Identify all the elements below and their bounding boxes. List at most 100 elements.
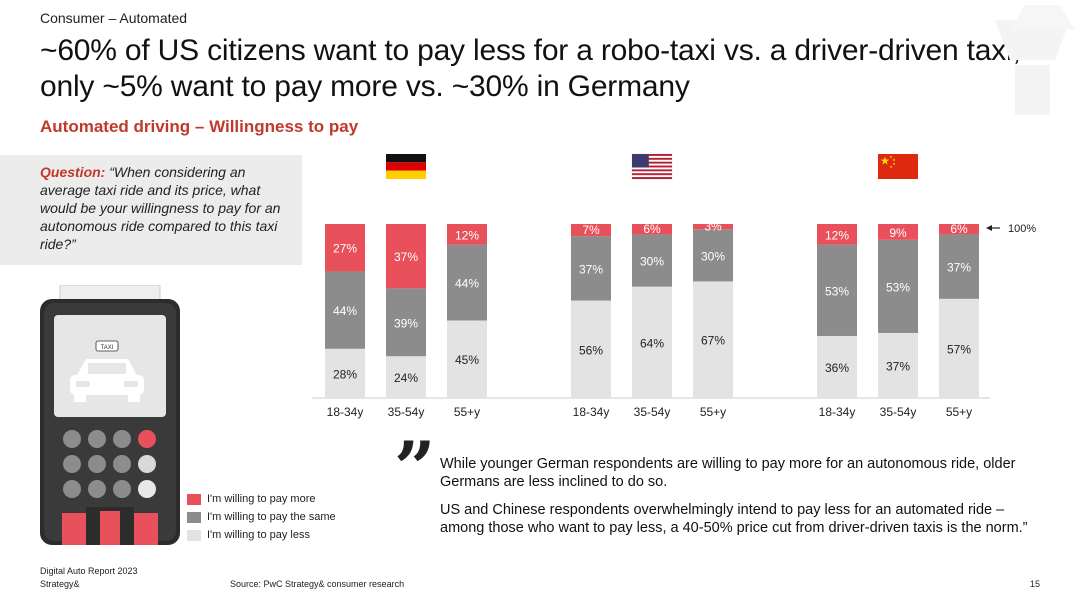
data-label-pay-more: 6% xyxy=(950,222,968,236)
data-label-pay-same: 53% xyxy=(886,280,910,294)
bar-segment-pay-more xyxy=(447,224,487,245)
quote-paragraph-1: While younger German respondents are wil… xyxy=(440,456,1016,490)
data-label-pay-more: 12% xyxy=(455,228,479,242)
usa-flag-stripe xyxy=(632,165,672,168)
bar-segment-pay-less xyxy=(878,332,918,398)
usa-flag-stripe xyxy=(632,169,672,172)
legend-swatch-same xyxy=(187,511,201,523)
data-label-pay-same: 37% xyxy=(579,262,603,276)
x-tick-label: 35-54y xyxy=(880,405,917,419)
germany-flag-stripe xyxy=(386,170,426,179)
data-label-pay-same: 39% xyxy=(394,316,418,330)
legend-label-less: I'm willing to pay less xyxy=(207,529,310,541)
china-flag-icon xyxy=(878,154,918,179)
bar-segment-pay-less xyxy=(632,286,672,398)
bar-segment-pay-same xyxy=(447,244,487,321)
hundred-percent-label: 100% xyxy=(1008,223,1036,235)
bar-segment-pay-same xyxy=(386,288,426,357)
data-label-pay-more: 27% xyxy=(333,242,357,256)
key-insight-quote: While younger German respondents are wil… xyxy=(440,455,1050,547)
bar-segment-pay-more xyxy=(878,224,918,240)
data-label-pay-more: 3% xyxy=(704,220,722,234)
legend-swatch-less xyxy=(187,529,201,541)
bar-segment-pay-same xyxy=(817,244,857,336)
chart-legend: I'm willing to pay more I'm willing to p… xyxy=(187,490,336,544)
data-label-pay-less: 64% xyxy=(640,336,664,350)
data-label-pay-same: 53% xyxy=(825,284,849,298)
data-label-pay-less: 56% xyxy=(579,343,603,357)
data-label-pay-more: 37% xyxy=(394,250,418,264)
bar-segment-pay-more xyxy=(939,224,979,235)
bar-segment-pay-same xyxy=(878,239,918,333)
bar-segment-pay-less xyxy=(939,298,979,398)
question-text: “When considering an average taxi ride a… xyxy=(40,164,281,252)
usa-flag-stripe xyxy=(632,154,672,156)
willingness-to-pay-chart: 28% 44% 27% 18-34y 24% 39% 37% 35-54y 45% 44% 12% 5… xyxy=(312,153,1036,419)
bar-segment-pay-same xyxy=(939,234,979,299)
germany-flag-stripe xyxy=(386,162,426,171)
x-tick-label: 18-34y xyxy=(573,405,610,419)
usa-flag-stripe xyxy=(632,177,672,179)
watermark-logo-icon xyxy=(995,5,1075,115)
category-label: Consumer – Automated xyxy=(40,10,188,26)
quote-mark-icon: ” xyxy=(394,425,435,510)
data-label-pay-less: 36% xyxy=(825,361,849,375)
x-tick-label: 55+y xyxy=(700,405,726,419)
question-box: Question: “When considering an average t… xyxy=(0,155,302,265)
bar-segment-pay-more xyxy=(386,224,426,289)
bar-segment-pay-same xyxy=(693,229,733,282)
bar-segment-pay-less xyxy=(817,335,857,398)
bar-segment-pay-more xyxy=(693,224,733,230)
data-label-pay-less: 57% xyxy=(947,342,971,356)
page-title: ~60% of US citizens want to pay less for… xyxy=(40,34,1021,103)
bar-segment-pay-less xyxy=(386,356,426,398)
bar-segment-pay-more xyxy=(571,224,611,237)
usa-flag-stripe xyxy=(632,161,672,164)
china-flag-star xyxy=(889,165,893,169)
usa-flag-stripe xyxy=(632,173,672,176)
usa-flag-stripe xyxy=(632,157,672,160)
question-label: Question: xyxy=(40,164,106,180)
bar-segment-pay-more xyxy=(817,224,857,245)
legend-label-same: I'm willing to pay the same xyxy=(207,511,336,523)
china-flag-star xyxy=(892,158,896,162)
legend-item-less: I'm willing to pay less xyxy=(187,526,336,544)
data-label-pay-more: 7% xyxy=(582,223,600,237)
data-label-pay-less: 24% xyxy=(394,371,418,385)
data-label-pay-less: 37% xyxy=(886,359,910,373)
china-flag-star xyxy=(889,155,893,159)
bar-segment-pay-same xyxy=(632,234,672,287)
hundred-percent-arrowhead-icon xyxy=(986,225,992,231)
bar-segment-pay-same xyxy=(571,236,611,301)
chart-subtitle: Automated driving – Willingness to pay xyxy=(40,117,359,136)
china-flag-star xyxy=(892,162,896,166)
bar-segment-pay-more xyxy=(632,224,672,235)
bar-segment-pay-less xyxy=(447,320,487,398)
quote-paragraph-2: US and Chinese respondents overwhelmingl… xyxy=(440,502,1028,536)
data-label-pay-same: 37% xyxy=(947,261,971,275)
keypad-icon xyxy=(63,430,156,498)
germany-flag-icon xyxy=(386,154,426,163)
data-label-pay-less: 67% xyxy=(701,334,725,348)
usa-flag-canton xyxy=(632,154,649,168)
footer-source: Source: PwC Strategy& consumer research xyxy=(230,579,405,589)
legend-item-same: I'm willing to pay the same xyxy=(187,508,336,526)
bar-segment-pay-less xyxy=(571,300,611,398)
footer-report-name: Digital Auto Report 2023 xyxy=(40,566,138,576)
china-flag-star xyxy=(880,156,890,165)
data-label-pay-more: 12% xyxy=(825,228,849,242)
x-tick-label: 18-34y xyxy=(819,405,856,419)
x-tick-label: 35-54y xyxy=(388,405,425,419)
taxi-sign-text: TAXI xyxy=(101,345,114,351)
x-tick-label: 18-34y xyxy=(327,405,364,419)
bar-segment-pay-more xyxy=(325,224,365,272)
bar-segment-pay-less xyxy=(693,281,733,398)
x-tick-label: 55+y xyxy=(454,405,480,419)
page-number: 15 xyxy=(1030,579,1041,589)
x-tick-label: 55+y xyxy=(946,405,972,419)
data-label-pay-more: 6% xyxy=(643,222,661,236)
data-label-pay-same: 30% xyxy=(640,255,664,269)
x-tick-label: 35-54y xyxy=(634,405,671,419)
data-label-pay-same: 30% xyxy=(701,249,725,263)
data-label-pay-same: 44% xyxy=(333,304,357,318)
